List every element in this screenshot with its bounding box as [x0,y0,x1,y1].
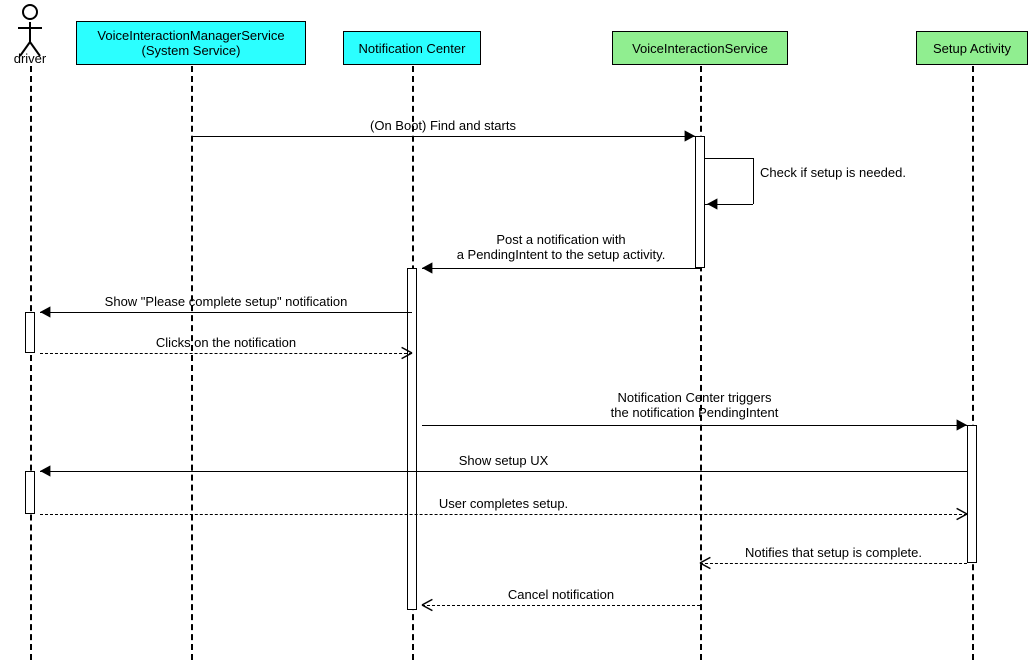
message-label: Show "Please complete setup" notificatio… [26,294,426,309]
message-label: User completes setup. [304,496,704,511]
participant-vis: VoiceInteractionService [612,31,788,65]
participant-vims: VoiceInteractionManagerService (System S… [76,21,306,65]
message-label: (On Boot) Find and starts [243,118,643,133]
sequence-diagram: driver VoiceInteractionManagerService (Sy… [0,0,1035,664]
message-label: Check if setup is needed. [760,165,906,180]
actor-label: driver [5,51,55,66]
message-label: Cancel notification [361,587,761,602]
message-label: Post a notification with a PendingIntent… [361,232,761,262]
message-label: Show setup UX [304,453,704,468]
message-label: Notifies that setup is complete. [634,545,1034,560]
participant-nc: Notification Center [343,31,481,65]
message-label: Clicks on the notification [26,335,426,350]
participant-setup: Setup Activity [916,31,1028,65]
message-label: Notification Center triggers the notific… [495,390,895,420]
